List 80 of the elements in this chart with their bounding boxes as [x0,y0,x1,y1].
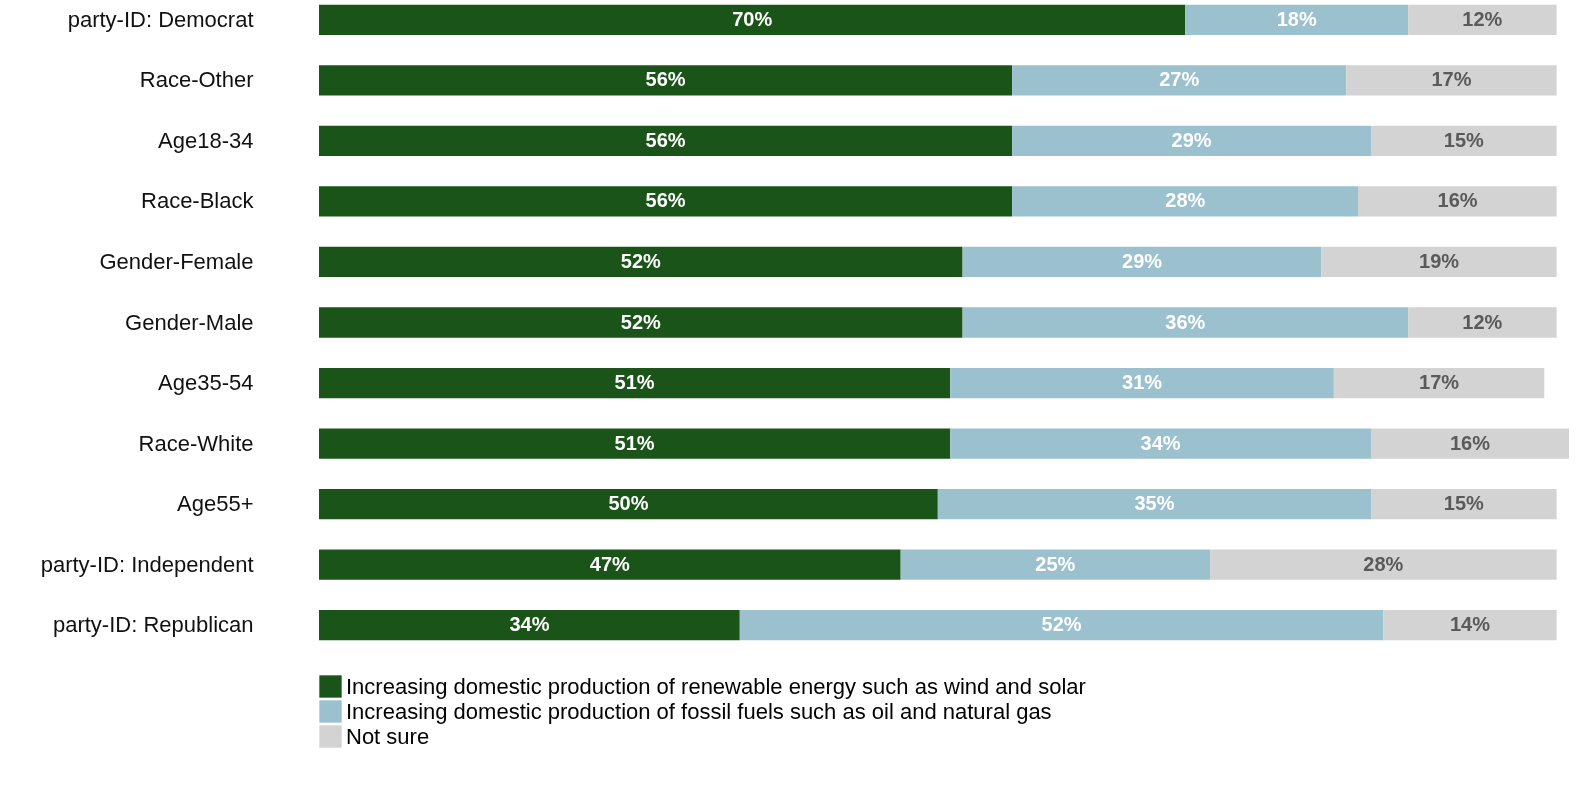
bar [1012,125,1371,157]
data-label: 56% [645,128,686,151]
bar [900,549,1211,580]
bar [319,609,740,641]
bar [1408,307,1557,338]
y-tick-label: Race-Black [141,188,255,214]
bar [319,246,963,278]
bar [319,125,1013,157]
data-label: 52% [620,310,662,333]
y-tick-label: Age55+ [177,491,254,517]
data-label: 17% [1431,68,1472,91]
bar [1370,125,1557,157]
bar [739,609,1384,641]
data-label: 29% [1122,249,1163,272]
data-label: 35% [1134,492,1175,515]
y-tick-label: Age35-54 [158,370,254,396]
data-label: 50% [608,492,649,515]
data-label: 34% [509,613,550,636]
data-label: 70% [732,7,773,30]
bar [1383,609,1557,641]
data-label: 29% [1171,128,1212,151]
data-label: 52% [620,249,662,272]
legend-label: Not sure [346,723,430,749]
y-tick-label: Gender-Male [125,309,254,335]
data-label: 17% [1419,371,1460,394]
bar [1370,488,1557,520]
legend-label: Increasing domestic production of fossil fuels such as oil and natural gas [346,698,1052,724]
bar [1346,65,1557,96]
bar [937,488,1371,520]
bar [1321,246,1557,278]
data-label: 15% [1443,492,1485,515]
data-label: 18% [1276,7,1317,30]
bar [319,4,1186,36]
y-tick-label: Race-White [138,430,254,456]
bar [962,246,1322,278]
data-label: 12% [1462,310,1503,333]
bar [319,549,901,580]
bar [1012,186,1359,217]
data-label: 16% [1437,189,1478,212]
bar [950,367,1334,399]
data-label: 14% [1449,613,1491,636]
data-label: 16% [1449,431,1491,454]
bar [962,307,1409,338]
bar [1210,549,1557,580]
bar [1012,65,1347,96]
bar [950,428,1371,459]
bar [1408,4,1557,36]
y-tick-label: Age18-34 [158,127,254,153]
data-label: 28% [1165,189,1206,212]
bar [319,186,1013,217]
bar [319,488,938,520]
data-label: 34% [1140,431,1181,454]
data-label: 12% [1462,7,1503,30]
data-label: 15% [1443,128,1485,151]
bar [319,65,1013,96]
bar [319,307,963,338]
data-label: 19% [1419,249,1460,272]
bar [1333,367,1545,399]
data-label: 56% [645,68,686,91]
bar [1358,186,1557,217]
data-label: 31% [1122,371,1163,394]
y-tick-label: party-ID: Republican [52,612,254,638]
bar [1370,428,1569,459]
data-label: 51% [614,371,655,394]
data-label: 51% [614,431,655,454]
bar [319,428,951,459]
data-label: 27% [1159,68,1200,91]
y-tick-label: party-ID: Independent [40,551,254,577]
data-label: 47% [589,552,631,575]
bar [319,367,951,399]
data-label: 52% [1041,613,1082,636]
data-label: 25% [1035,552,1076,575]
y-tick-label: Gender-Female [99,248,254,274]
data-label: 56% [645,189,686,212]
legend-label: Increasing domestic production of renewable energy such as wind and solar [346,673,1086,699]
y-tick-label: party-ID: Democrat [67,6,254,32]
data-label: 28% [1363,552,1404,575]
data-label: 36% [1165,310,1206,333]
y-tick-label: Race-Other [139,67,254,93]
bar [1185,4,1409,36]
